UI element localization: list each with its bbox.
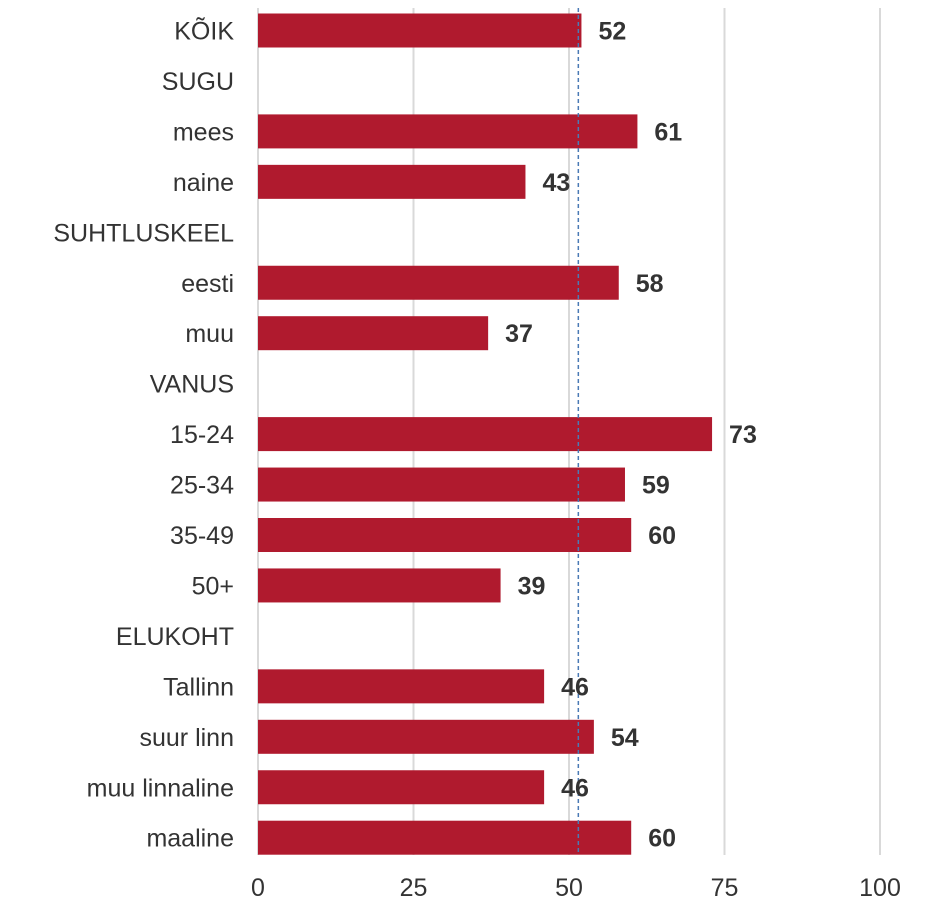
value-labels: 52 61 43 58 37 73 59 60 39 46 54 46 60: [505, 18, 757, 853]
data-label: 58: [636, 270, 664, 298]
data-label: 46: [561, 673, 589, 701]
category-labels: KÕIK SUGU mees naine SUHTLUSKEEL eesti muu VANU…: [53, 17, 234, 853]
x-tick-label-0: 0: [251, 874, 265, 900]
category-label: mees: [173, 118, 234, 146]
category-label: 15-24: [170, 421, 234, 449]
bar-mees: [258, 114, 638, 149]
data-label: 73: [729, 421, 757, 449]
bar-suur linn: [258, 719, 594, 754]
bar-maaline: [258, 820, 632, 855]
category-label: 25-34: [170, 472, 234, 500]
category-label: ELUKOHT: [116, 623, 234, 651]
x-axis-tick-labels: 0 25 50 75 100: [251, 874, 901, 900]
data-label: 60: [648, 522, 676, 550]
bar-50+: [258, 568, 501, 603]
data-label: 46: [561, 774, 589, 802]
category-label: KÕIK: [174, 17, 234, 46]
category-label: eesti: [181, 270, 234, 298]
bar-naine: [258, 164, 526, 199]
x-tick-label-75: 75: [711, 874, 739, 900]
bar-25-34: [258, 467, 625, 502]
category-label: suur linn: [140, 724, 235, 752]
data-label: 52: [598, 18, 626, 46]
bar-eesti: [258, 265, 619, 300]
x-tick-label-50: 50: [555, 874, 583, 900]
bar-muu: [258, 316, 489, 351]
bar-KÕIK: [258, 13, 582, 48]
x-tick-label-100: 100: [859, 874, 901, 900]
data-label: 61: [654, 118, 682, 146]
data-label: 54: [611, 724, 639, 752]
category-label: 50+: [192, 572, 234, 600]
data-label: 39: [518, 572, 546, 600]
bar-muu linnaline: [258, 770, 545, 805]
data-label: 60: [648, 825, 676, 853]
category-label: VANUS: [150, 371, 234, 399]
category-label: muu: [185, 320, 234, 348]
data-label: 43: [542, 169, 570, 197]
category-label: naine: [173, 169, 234, 197]
data-label: 37: [505, 320, 533, 348]
bar-35-49: [258, 518, 632, 552]
bar-15-24: [258, 417, 713, 452]
category-label: SUHTLUSKEEL: [53, 219, 234, 247]
category-label: Tallinn: [163, 673, 234, 701]
bars: [258, 13, 713, 855]
category-label: maaline: [146, 825, 234, 853]
category-label: muu linnaline: [87, 774, 234, 802]
category-label: 35-49: [170, 522, 234, 550]
data-label: 59: [642, 472, 670, 500]
bar-Tallinn: [258, 669, 545, 704]
x-tick-label-25: 25: [400, 874, 428, 900]
category-label: SUGU: [162, 68, 234, 96]
